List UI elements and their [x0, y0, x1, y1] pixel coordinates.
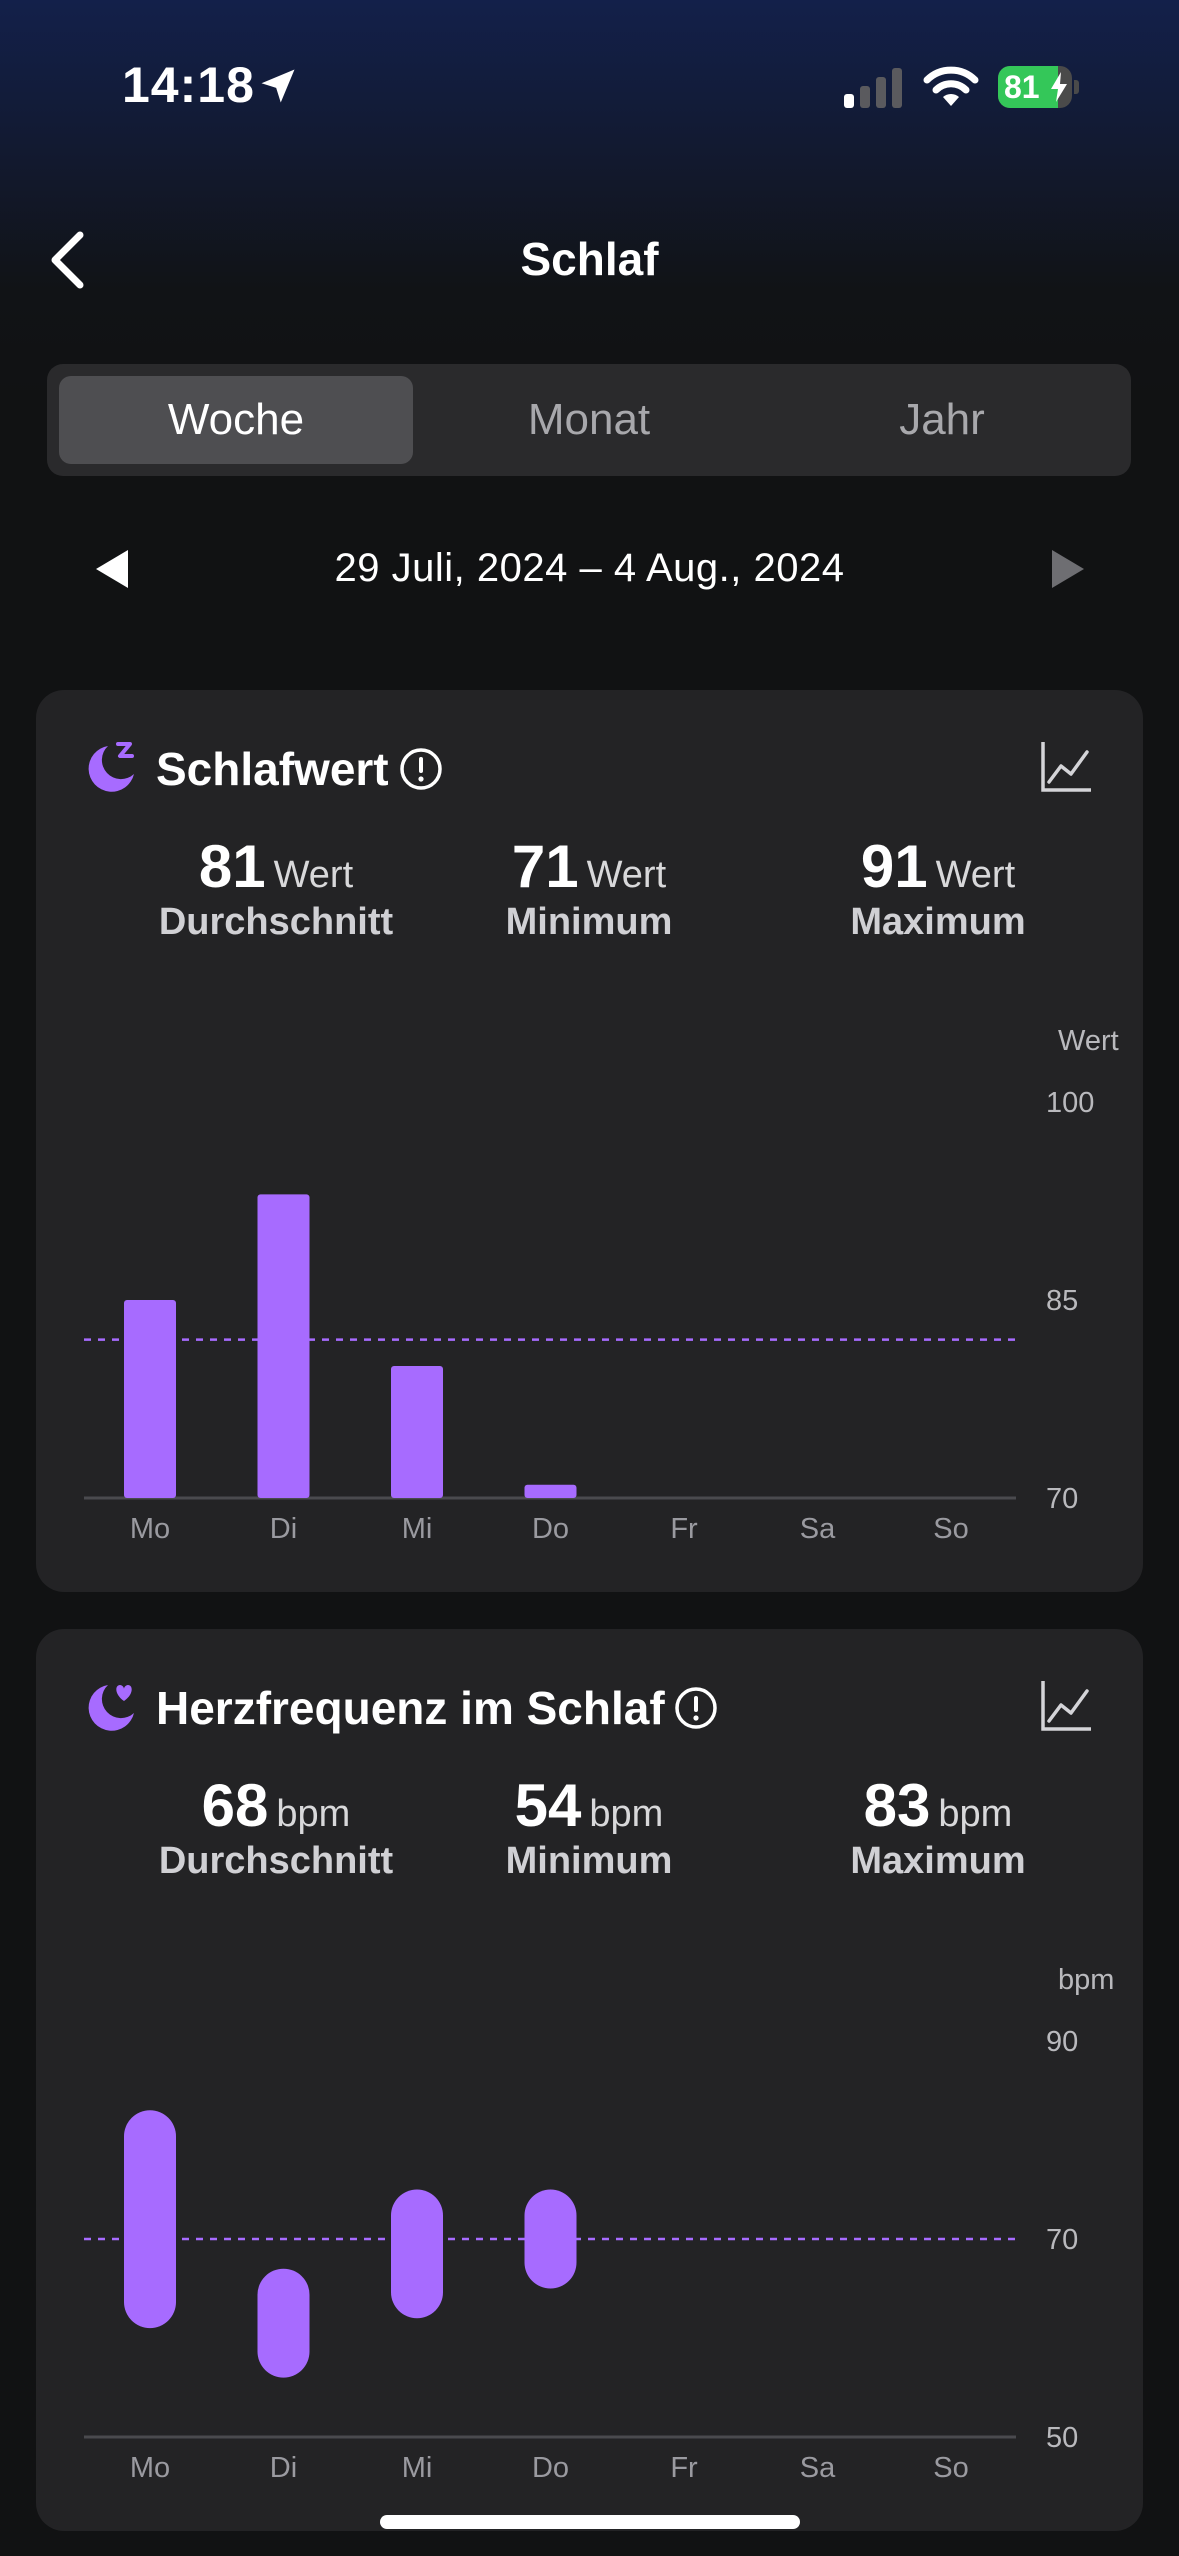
- bolt-icon: [1051, 72, 1067, 102]
- heart-rate-day-label: Do: [532, 2452, 569, 2484]
- heart-rate-range-bar[interactable]: [257, 2268, 310, 2378]
- location-arrow-icon: [261, 69, 295, 103]
- tab-month[interactable]: Monat: [527, 395, 651, 444]
- battery-level: 81: [1004, 69, 1040, 105]
- heart-rate-range-bar[interactable]: [524, 2189, 577, 2289]
- heart-rate-chart: bpm 90 70 50 Mo Di Mi Do Fr Sa So: [84, 1964, 1114, 2484]
- cellular-signal-icon: [844, 68, 902, 108]
- heart-rate-card: Herzfrequenz im Schlaf 68 bpm Durchschnit…: [36, 1629, 1143, 2531]
- moon-heart-icon: [88, 1685, 134, 1731]
- heart-rate-y-tick: 50: [1046, 2422, 1078, 2454]
- chevron-left-icon: [51, 231, 84, 289]
- triangle-right-icon: [1052, 550, 1084, 588]
- moon-z-icon: [88, 742, 134, 792]
- heart-rate-range-bar[interactable]: [124, 2110, 176, 2329]
- sleep-score-maximum: 91 Wert Maximum: [850, 833, 1026, 943]
- sleep-score-y-tick: 70: [1046, 1483, 1078, 1515]
- sleep-score-bar[interactable]: [257, 1194, 310, 1498]
- sleep-score-y-tick: 100: [1046, 1087, 1094, 1119]
- heart-rate-minimum: 54 bpm Minimum: [505, 1772, 673, 1882]
- heart-rate-day-label: Mo: [130, 2452, 170, 2484]
- sleep-score-minimum: 71 Wert Minimum: [505, 833, 673, 943]
- tab-year[interactable]: Jahr: [899, 395, 985, 444]
- tab-week[interactable]: Woche: [59, 376, 413, 464]
- sleep-score-y-unit: Wert: [1058, 1025, 1119, 1057]
- next-week-button[interactable]: [1046, 546, 1090, 592]
- previous-week-button[interactable]: [90, 546, 134, 592]
- back-button[interactable]: [40, 225, 100, 295]
- sleep-score-day-label: Mo: [130, 1513, 170, 1545]
- sleep-score-bar[interactable]: [391, 1366, 443, 1498]
- heart-rate-y-tick: 90: [1046, 2026, 1078, 2058]
- sleep-score-average: 81 Wert Durchschnitt: [158, 833, 394, 943]
- info-icon[interactable]: [398, 746, 444, 792]
- heart-rate-range-bar[interactable]: [391, 2189, 443, 2319]
- trend-chart-icon[interactable]: [1039, 738, 1095, 794]
- sleep-score-day-label: Fr: [670, 1513, 698, 1545]
- period-tabs: Woche Monat Jahr: [47, 364, 1131, 476]
- info-icon[interactable]: [673, 1685, 719, 1731]
- heart-rate-y-tick: 70: [1046, 2224, 1078, 2256]
- status-time: 14:18: [122, 57, 255, 113]
- heart-rate-title: Herzfrequenz im Schlaf: [156, 1682, 665, 1734]
- trend-chart-icon[interactable]: [1039, 1677, 1095, 1733]
- heart-rate-day-label: Di: [270, 2452, 297, 2484]
- heart-rate-day-label: Fr: [670, 2452, 698, 2484]
- sleep-score-bar[interactable]: [524, 1484, 577, 1498]
- heart-rate-day-label: Sa: [800, 2452, 836, 2484]
- page-title: Schlaf: [520, 233, 659, 285]
- heart-rate-day-label: So: [933, 2452, 968, 2484]
- battery-charging-icon: 81: [998, 66, 1079, 108]
- sleep-score-chart: Wert 100 85 70 Mo Di Mi Do Fr Sa So: [84, 1025, 1119, 1545]
- sleep-score-day-label: Sa: [800, 1513, 836, 1545]
- heart-rate-average: 68 bpm Durchschnitt: [158, 1772, 394, 1882]
- sleep-score-day-label: Mi: [402, 1513, 433, 1545]
- sleep-score-day-label: Do: [532, 1513, 569, 1545]
- sleep-score-bar[interactable]: [124, 1300, 176, 1498]
- heart-rate-day-label: Mi: [402, 2452, 433, 2484]
- sleep-score-title: Schlafwert: [156, 743, 389, 795]
- sleep-score-y-tick: 85: [1046, 1285, 1078, 1317]
- heart-rate-y-unit: bpm: [1058, 1964, 1114, 1996]
- date-range: 29 Juli, 2024 – 4 Aug., 2024: [334, 546, 845, 590]
- sleep-score-card: Schlafwert 81 Wert Durchschnitt 71 Wert Mi…: [36, 690, 1143, 1592]
- home-indicator[interactable]: [380, 2515, 800, 2529]
- wifi-icon: [923, 66, 979, 106]
- heart-rate-maximum: 83 bpm Maximum: [850, 1772, 1026, 1882]
- sleep-score-day-label: So: [933, 1513, 968, 1545]
- sleep-score-day-label: Di: [270, 1513, 297, 1545]
- triangle-left-icon: [96, 550, 128, 588]
